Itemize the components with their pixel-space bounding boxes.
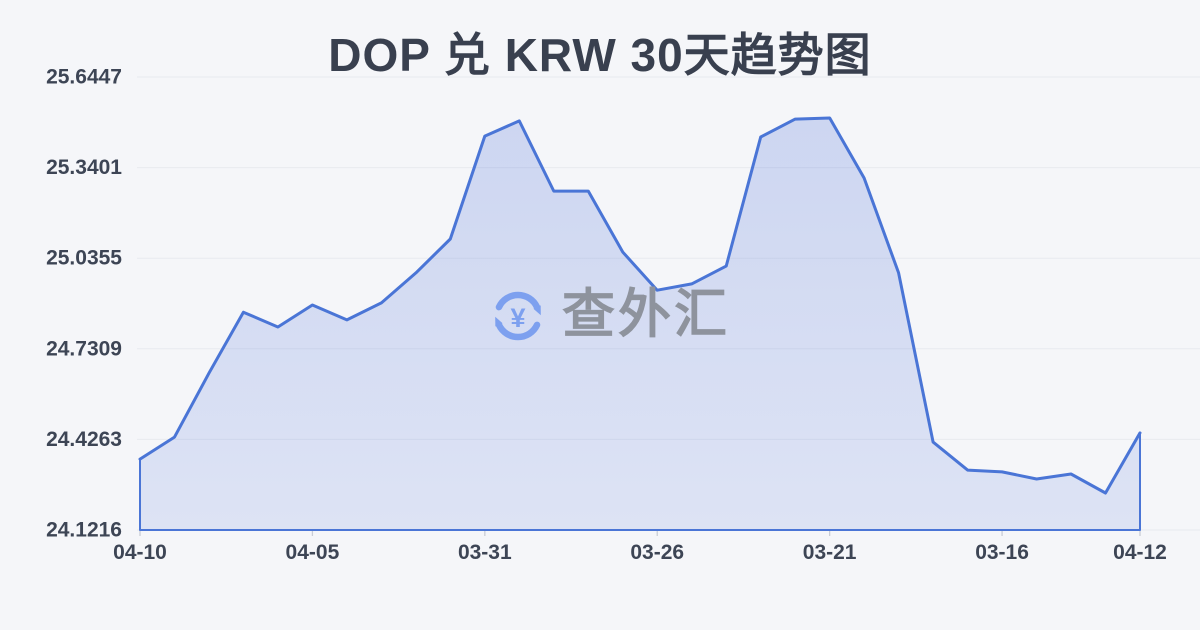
x-axis-label: 03-21 xyxy=(803,541,857,564)
chart-title: DOP 兑 KRW 30天趋势图 xyxy=(328,29,872,81)
x-axis-label: 04-05 xyxy=(286,541,340,564)
x-axis-label: 04-10 xyxy=(113,541,167,564)
x-axis-label: 03-16 xyxy=(975,541,1029,564)
x-axis-label: 03-26 xyxy=(630,541,684,564)
y-axis-label: 24.1216 xyxy=(46,519,122,542)
y-axis-label: 25.6447 xyxy=(46,66,122,89)
area-fill xyxy=(139,117,1141,531)
x-axis-label: 03-31 xyxy=(458,541,512,564)
price-line xyxy=(138,116,1142,495)
y-axis-label: 24.7309 xyxy=(46,337,122,360)
y-axis-label: 25.3401 xyxy=(46,156,122,179)
y-axis-label: 24.4263 xyxy=(46,428,122,451)
y-axis-label: 25.0355 xyxy=(46,247,122,270)
x-axis-label: 04-12 xyxy=(1113,541,1167,564)
